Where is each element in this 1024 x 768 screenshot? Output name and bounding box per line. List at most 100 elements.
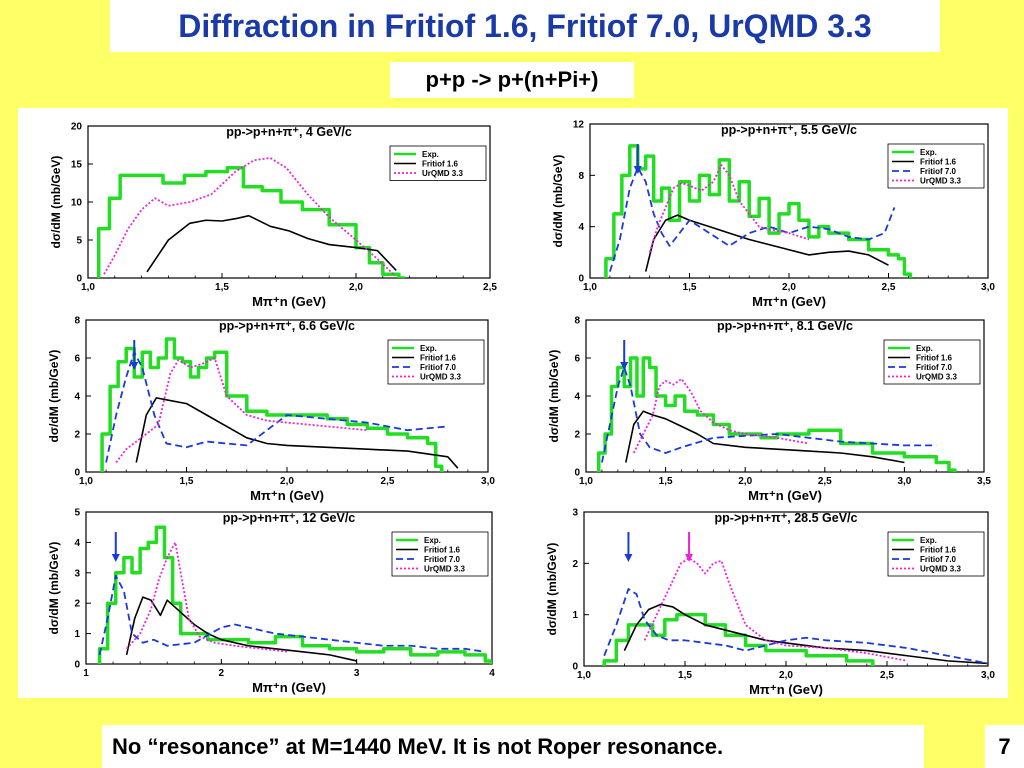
series-fr16 — [135, 397, 459, 469]
legend-label: Exp. — [920, 536, 937, 545]
y-tick-label: 2 — [74, 599, 80, 610]
x-tick-label: 2,5 — [483, 282, 497, 293]
legend-label: Fritiof 1.6 — [420, 354, 457, 363]
arrow-head — [624, 554, 633, 562]
chart-title: pp->p+n+π⁺, 8.1 GeV/c — [717, 319, 853, 333]
y-tick-label: 8 — [574, 316, 580, 327]
x-tick-label: 2,0 — [349, 282, 363, 293]
x-tick-label: 2,5 — [882, 282, 896, 293]
legend-label: UrQMD 3.3 — [422, 169, 463, 178]
legend-label: Fritiof 7.0 — [920, 167, 957, 176]
x-tick-label: 1,0 — [583, 282, 597, 293]
y-tick-label: 4 — [74, 538, 80, 549]
x-axis-label: Mπ⁺n (GeV) — [252, 294, 326, 309]
series-ur — [115, 357, 368, 464]
y-tick-label: 6 — [74, 354, 80, 365]
legend-label: Fritiof 7.0 — [916, 363, 953, 372]
x-tick-label: 3,5 — [977, 476, 991, 487]
series-fr16 — [623, 603, 988, 665]
x-tick-label: 1,0 — [79, 476, 93, 487]
x-axis-label: Mπ⁺n (GeV) — [250, 488, 324, 503]
y-axis-label: dσ/dM (mb/GeV) — [545, 543, 559, 636]
x-tick-label: 1,5 — [659, 476, 673, 487]
chart-title: pp->p+n+π⁺, 5.5 GeV/c — [721, 123, 857, 137]
page-number: 7 — [998, 733, 1011, 759]
footer-text: No “resonance” at M=1440 MeV. It is not … — [112, 733, 724, 759]
legend-label: UrQMD 3.3 — [920, 177, 961, 186]
series-exp — [604, 144, 913, 278]
legend-label: UrQMD 3.3 — [920, 565, 961, 574]
y-tick-label: 0 — [572, 662, 578, 673]
chart-title: pp->p+n+π⁺, 4 GeV/c — [226, 125, 352, 139]
legend-label: Fritiof 1.6 — [916, 354, 953, 363]
chart-title: pp->p+n+π⁺, 6.6 GeV/c — [219, 319, 355, 333]
legend-label: Exp. — [420, 344, 437, 353]
legend-label: Exp. — [916, 344, 933, 353]
x-tick-label: 2,5 — [880, 670, 894, 681]
series-fr70 — [603, 588, 988, 665]
arrow-head — [633, 166, 642, 174]
series-fr70 — [601, 366, 937, 463]
series-fr16 — [146, 214, 397, 273]
y-tick-label: 2 — [574, 430, 580, 441]
legend-label: UrQMD 3.3 — [424, 565, 465, 574]
series-fr16 — [125, 596, 357, 662]
series-fr16 — [644, 214, 889, 272]
y-axis-label: dσ/dM (mb/GeV) — [547, 350, 561, 443]
legend-label: Fritiof 7.0 — [424, 555, 461, 564]
series-ur — [125, 541, 290, 653]
x-tick-label: 3,0 — [897, 476, 911, 487]
y-tick-label: 8 — [578, 171, 584, 182]
y-tick-label: 6 — [574, 354, 580, 365]
x-tick-label: 2,0 — [738, 476, 752, 487]
legend-label: Exp. — [422, 150, 439, 159]
chart-title: pp->p+n+π⁺, 28.5 GeV/c — [715, 511, 858, 525]
chart-panel-6: 1,0 1,5 2,0 2,5 3,0 0 1 2 3 pp->p+n+π⁺, 28.5 GeV/… — [545, 508, 995, 698]
x-tick-label: 1,0 — [577, 670, 591, 681]
plot-frame — [85, 511, 493, 665]
y-tick-label: 2 — [572, 559, 578, 570]
y-tick-label: 3 — [74, 568, 80, 579]
x-tick-label: 1 — [83, 668, 89, 679]
y-tick-label: 12 — [573, 120, 585, 131]
y-tick-label: 0 — [74, 660, 80, 671]
chart-panel-3: 1,0 1,5 2,0 2,5 3,0 0 2 4 6 8 pp->p+n+π⁺, 6.6 GeV/… — [47, 316, 495, 504]
y-tick-label: 1 — [74, 629, 80, 640]
chart-panel-2: 1,0 1,5 2,0 2,5 3,0 0 4 8 12 pp->p+n+π⁺, 5.5 GeV/… — [551, 120, 995, 310]
legend-label: Fritiof 1.6 — [422, 160, 459, 169]
arrow-head — [685, 554, 694, 562]
y-tick-label: 0 — [574, 468, 580, 479]
x-tick-label: 2,0 — [779, 670, 793, 681]
y-tick-label: 15 — [71, 160, 83, 171]
x-tick-label: 2 — [219, 668, 225, 679]
legend-label: UrQMD 3.3 — [916, 373, 957, 382]
arrow-head — [620, 362, 629, 370]
legend-label: Exp. — [424, 536, 441, 545]
page-number-box: 7 — [985, 725, 1024, 768]
y-tick-label: 2 — [74, 430, 80, 441]
series-ur — [632, 378, 810, 454]
x-tick-label: 1,5 — [215, 282, 229, 293]
x-tick-label: 1,0 — [81, 282, 95, 293]
slide-subtitle: p+p -> p+(n+Pi+) — [425, 67, 599, 92]
x-tick-label: 2,5 — [381, 476, 395, 487]
series-exp — [96, 166, 405, 278]
y-tick-label: 0 — [578, 274, 584, 285]
x-tick-label: 2,5 — [818, 476, 832, 487]
legend-label: Fritiof 1.6 — [920, 546, 957, 555]
y-axis-label: dσ/dM (mb/GeV) — [47, 542, 61, 635]
legend-label: Exp. — [920, 148, 937, 157]
arrow-head — [130, 362, 139, 370]
x-axis-label: Mπ⁺n (GeV) — [252, 680, 326, 695]
y-tick-label: 5 — [74, 508, 80, 519]
footer-box: No “resonance” at M=1440 MeV. It is not … — [102, 725, 924, 768]
y-tick-label: 4 — [574, 392, 580, 403]
x-tick-label: 1,5 — [683, 282, 697, 293]
y-tick-label: 3 — [572, 508, 578, 519]
y-tick-label: 0 — [76, 274, 82, 285]
x-axis-label: Mπ⁺n (GeV) — [752, 294, 826, 309]
y-tick-label: 20 — [71, 122, 83, 133]
series-ur — [643, 557, 908, 662]
